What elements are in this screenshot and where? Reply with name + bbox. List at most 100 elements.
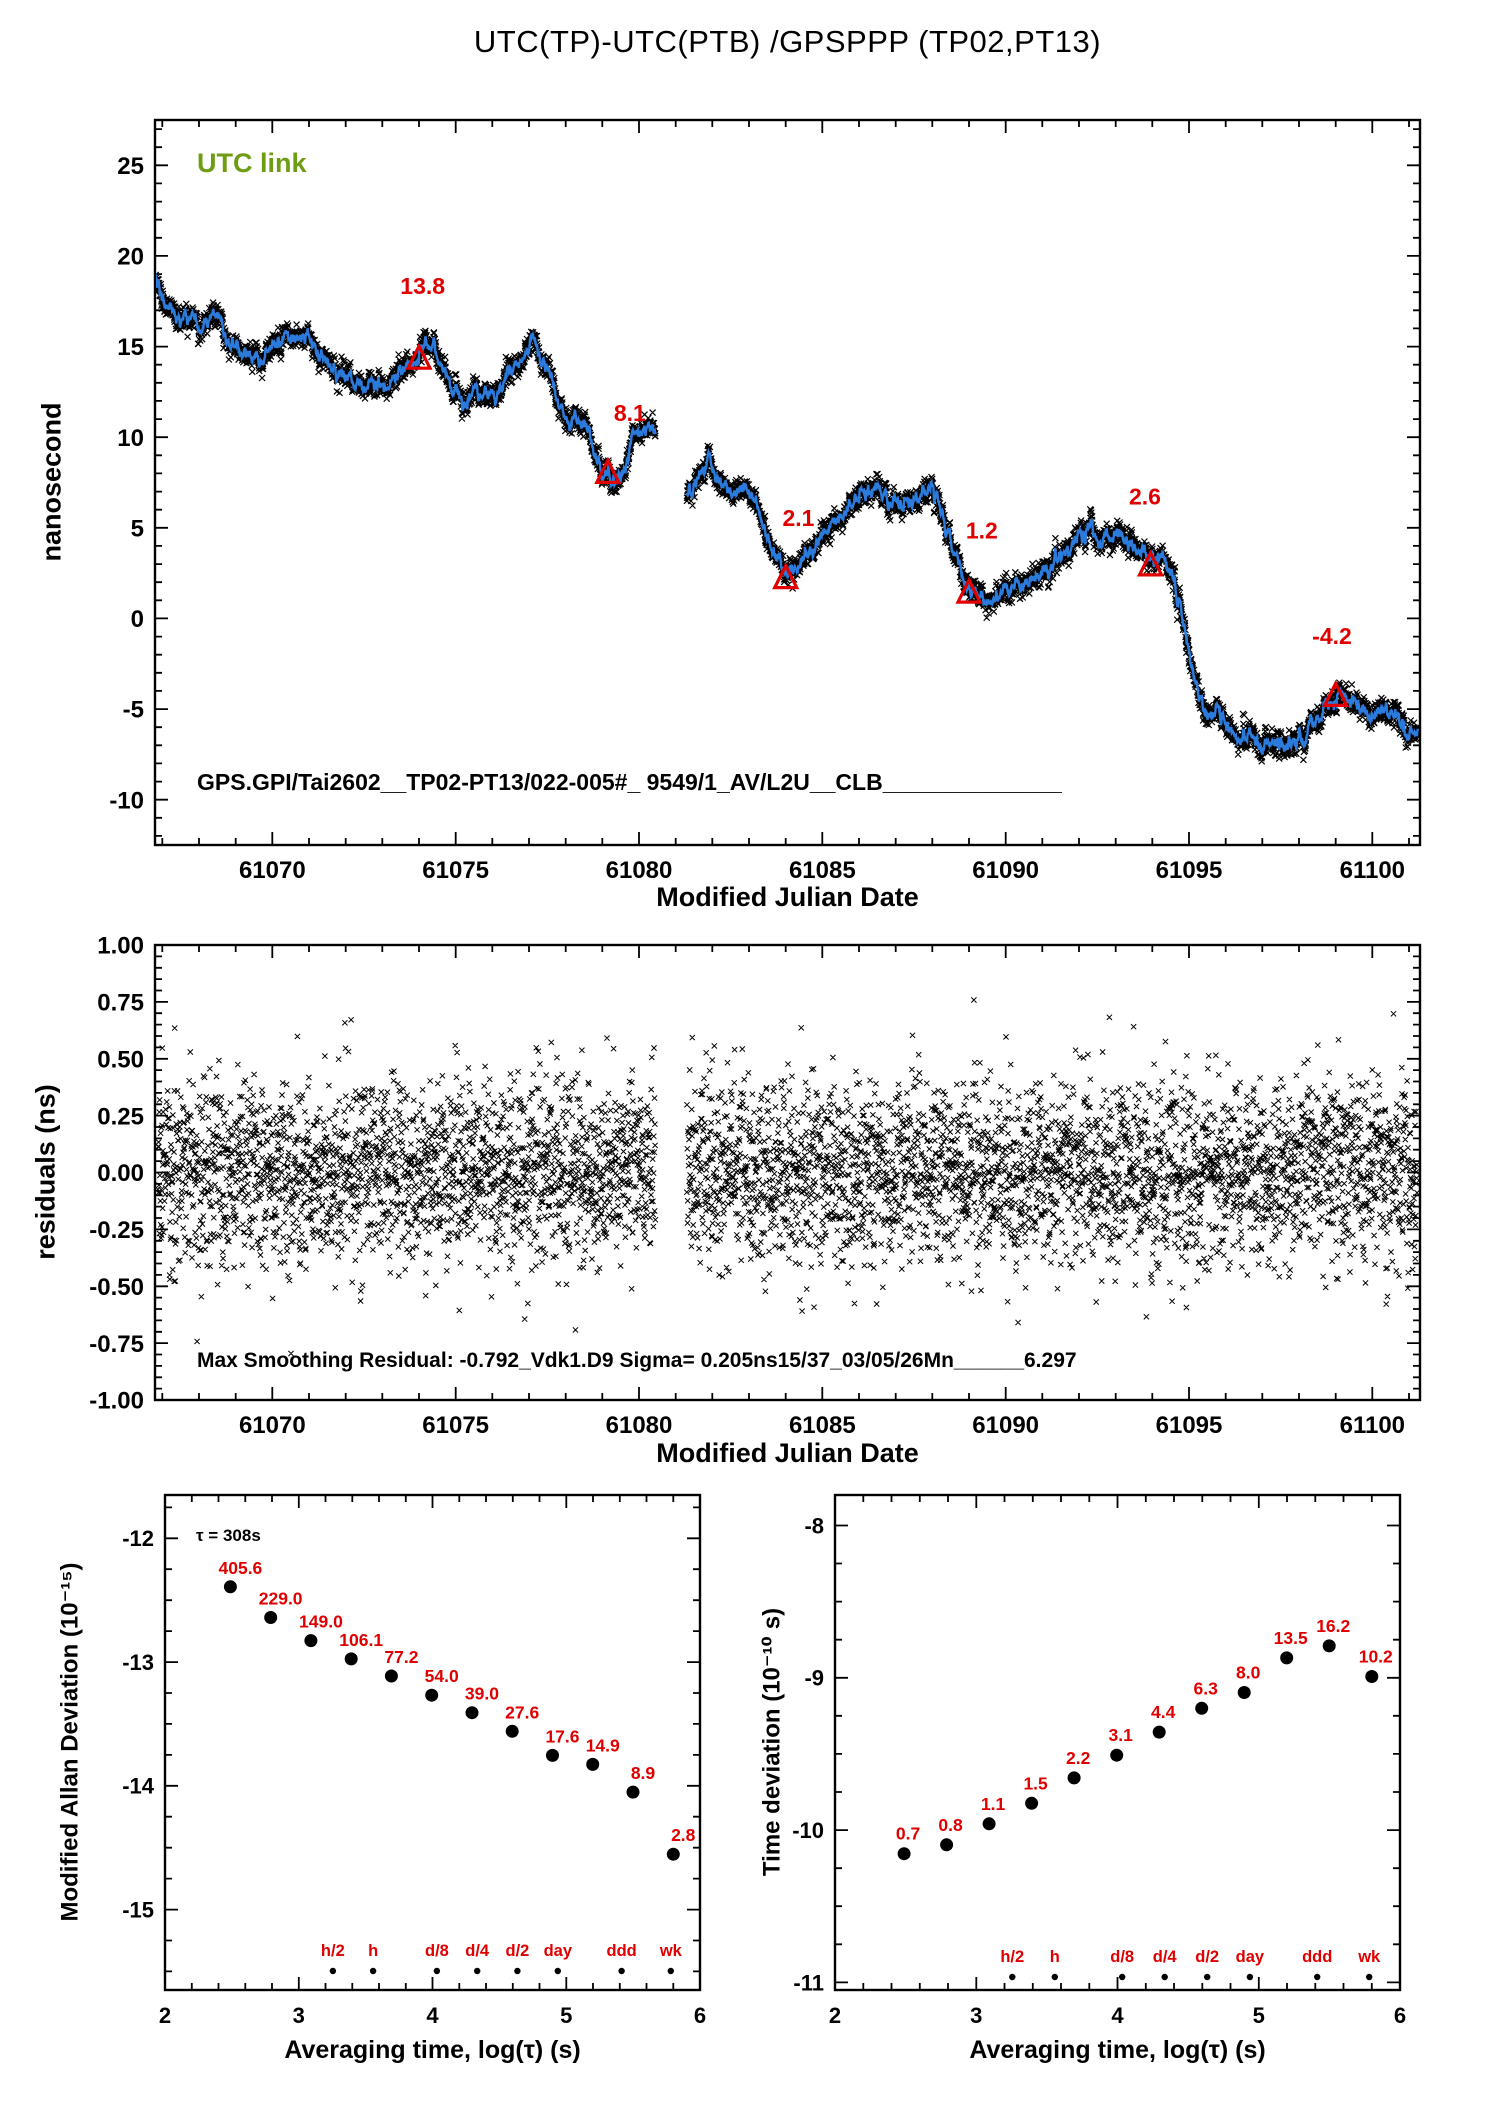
data-point xyxy=(982,1817,996,1831)
data-point xyxy=(304,1634,318,1648)
tau-marker-dot xyxy=(1009,1973,1016,1981)
data-point xyxy=(897,1847,911,1861)
x-tick-label: 61095 xyxy=(1156,857,1223,884)
data-point xyxy=(940,1838,954,1852)
tau-marker-dot xyxy=(433,1967,441,1975)
data-point-label: 2.2 xyxy=(1066,1748,1091,1768)
tau-marker-dot xyxy=(554,1967,561,1975)
tau-marker-dot xyxy=(618,1967,625,1975)
data-point-label: 405.6 xyxy=(219,1558,263,1578)
step-value-label: 1.2 xyxy=(966,518,998,544)
y-tick-label: -14 xyxy=(122,1774,155,1799)
tau-note: τ = 308s xyxy=(196,1526,261,1545)
x-tick-label: 61070 xyxy=(239,1412,306,1439)
data-point xyxy=(1195,1701,1209,1715)
top-chart-xlabel: Modified Julian Date xyxy=(656,882,919,912)
tau-marker-dot xyxy=(1161,1973,1168,1981)
data-point xyxy=(1110,1748,1124,1762)
step-value-label: 2.1 xyxy=(783,505,815,531)
x-tick-label: 5 xyxy=(560,2003,572,2028)
data-point-label: 17.6 xyxy=(545,1726,579,1746)
y-tick-label: -13 xyxy=(122,1650,154,1675)
y-tick-label: 0.50 xyxy=(97,1046,144,1073)
y-tick-label: 1.00 xyxy=(97,933,144,960)
tau-marker-dot xyxy=(329,1967,337,1975)
tau-marker-dot xyxy=(369,1967,377,1975)
tau-marker-label: h/2 xyxy=(321,1942,345,1960)
mdev-chart: 2 3 4 5 6 -15 -14 -13 -12 h/2 h d/8 d/4 d/2 day ddd wk 40… xyxy=(122,1493,706,2028)
tau-marker-label: d/8 xyxy=(425,1942,449,1960)
dataset-annotation: GPS.GPI/Tai2602__TP02-PT13/022-005#_ 954… xyxy=(197,769,1062,795)
tau-marker-dot xyxy=(514,1967,521,1975)
step-marker-triangle xyxy=(1322,679,1350,707)
plot-frame xyxy=(153,943,1422,1402)
tau-marker-label: h xyxy=(368,1942,378,1960)
mdev-xlabel: Averaging time, log(τ) (s) xyxy=(284,2036,581,2064)
y-tick-label: 0 xyxy=(131,606,144,633)
data-point-label: 8.0 xyxy=(1236,1663,1261,1683)
data-point xyxy=(505,1724,519,1738)
y-tick-label: -9 xyxy=(804,1666,824,1691)
step-marker-triangle xyxy=(955,576,983,604)
step-marker-triangle xyxy=(594,456,622,484)
tau-marker-label: h/2 xyxy=(1000,1948,1024,1966)
data-point-label: 106.1 xyxy=(339,1630,383,1650)
data-point xyxy=(1152,1725,1166,1739)
tau-marker-dot xyxy=(667,1967,674,1975)
y-tick-label: -15 xyxy=(122,1897,154,1922)
y-tick-label: -8 xyxy=(804,1513,824,1538)
tdev-xlabel: Averaging time, log(τ) (s) xyxy=(969,2036,1266,2064)
series-group xyxy=(156,271,1419,765)
data-point xyxy=(384,1669,398,1683)
tau-marker-label: ddd xyxy=(606,1942,636,1960)
residuals-xlabel: Modified Julian Date xyxy=(656,1438,919,1468)
data-point-label: 1.1 xyxy=(981,1794,1006,1814)
y-tick-label: 0.25 xyxy=(97,1103,144,1130)
residuals-chart: 61070 61075 61080 61085 61090 61095 61100 -1.00… xyxy=(89,933,1422,1439)
tau-marker-dot xyxy=(1119,1973,1126,1981)
y-tick-label: -10 xyxy=(109,787,144,814)
data-point xyxy=(1365,1670,1379,1683)
data-point-label: 14.9 xyxy=(586,1735,620,1755)
data-point xyxy=(264,1611,278,1624)
tdev-ylabel: Time deviation (10⁻¹⁰ s) xyxy=(758,1607,786,1877)
data-point-label: 39.0 xyxy=(465,1684,499,1704)
tau-marker-label: d/2 xyxy=(1195,1948,1219,1966)
y-tick-label: 0.00 xyxy=(97,1160,144,1187)
data-point-label: 27.6 xyxy=(505,1702,539,1722)
tau-marker-label: d/2 xyxy=(506,1942,530,1960)
y-tick-label: 20 xyxy=(117,244,144,271)
x-tick-label: 5 xyxy=(1253,2003,1265,2028)
x-tick-label: 3 xyxy=(293,2003,305,2028)
axes: 61070 61075 61080 61085 61090 61095 61100 -1.00… xyxy=(89,933,1422,1439)
x-tick-label: 61100 xyxy=(1340,857,1405,884)
tau-marker-dot xyxy=(1246,1973,1254,1981)
tau-marker-dot xyxy=(474,1967,481,1975)
y-tick-label: 0.75 xyxy=(97,990,144,1017)
mdev-ylabel: Modified Allan Deviation (10⁻¹⁵) xyxy=(56,1562,84,1922)
y-tick-label: -10 xyxy=(792,1818,824,1843)
x-tick-label: 2 xyxy=(829,2003,841,2028)
x-tick-label: 61070 xyxy=(239,857,306,884)
step-value-label: -4.2 xyxy=(1312,623,1352,649)
y-tick-label: -0.50 xyxy=(89,1274,144,1301)
tau-marker-label: d/8 xyxy=(1110,1948,1134,1966)
data-point xyxy=(546,1748,559,1762)
y-tick-label: -11 xyxy=(793,1970,824,1995)
data-point-label: 0.7 xyxy=(896,1824,920,1844)
tau-marker-label: d/4 xyxy=(465,1942,490,1960)
x-tick-label: 61075 xyxy=(422,857,489,884)
data-point-label: 229.0 xyxy=(259,1589,303,1609)
x-tick-label: 61100 xyxy=(1340,1412,1405,1439)
tdev-chart: 2 3 4 5 6 -11 -10 -9 -8 h/2 h d/8 d/4 d/2 day ddd wk 0.7 0… xyxy=(792,1493,1406,2028)
y-tick-label: 15 xyxy=(117,334,144,361)
plot-frame xyxy=(833,1493,1402,1992)
tau-marker-label: wk xyxy=(1357,1948,1381,1966)
x-tick-label: 61080 xyxy=(606,857,673,884)
tau-marker-dot xyxy=(1366,1973,1373,1981)
plot-frame xyxy=(163,1493,702,1992)
tau-marker-label: ddd xyxy=(1302,1948,1332,1966)
tau-marker-label: d/4 xyxy=(1153,1948,1178,1966)
data-point-label: 6.3 xyxy=(1194,1678,1219,1698)
step-value-label: 8.1 xyxy=(614,400,646,426)
